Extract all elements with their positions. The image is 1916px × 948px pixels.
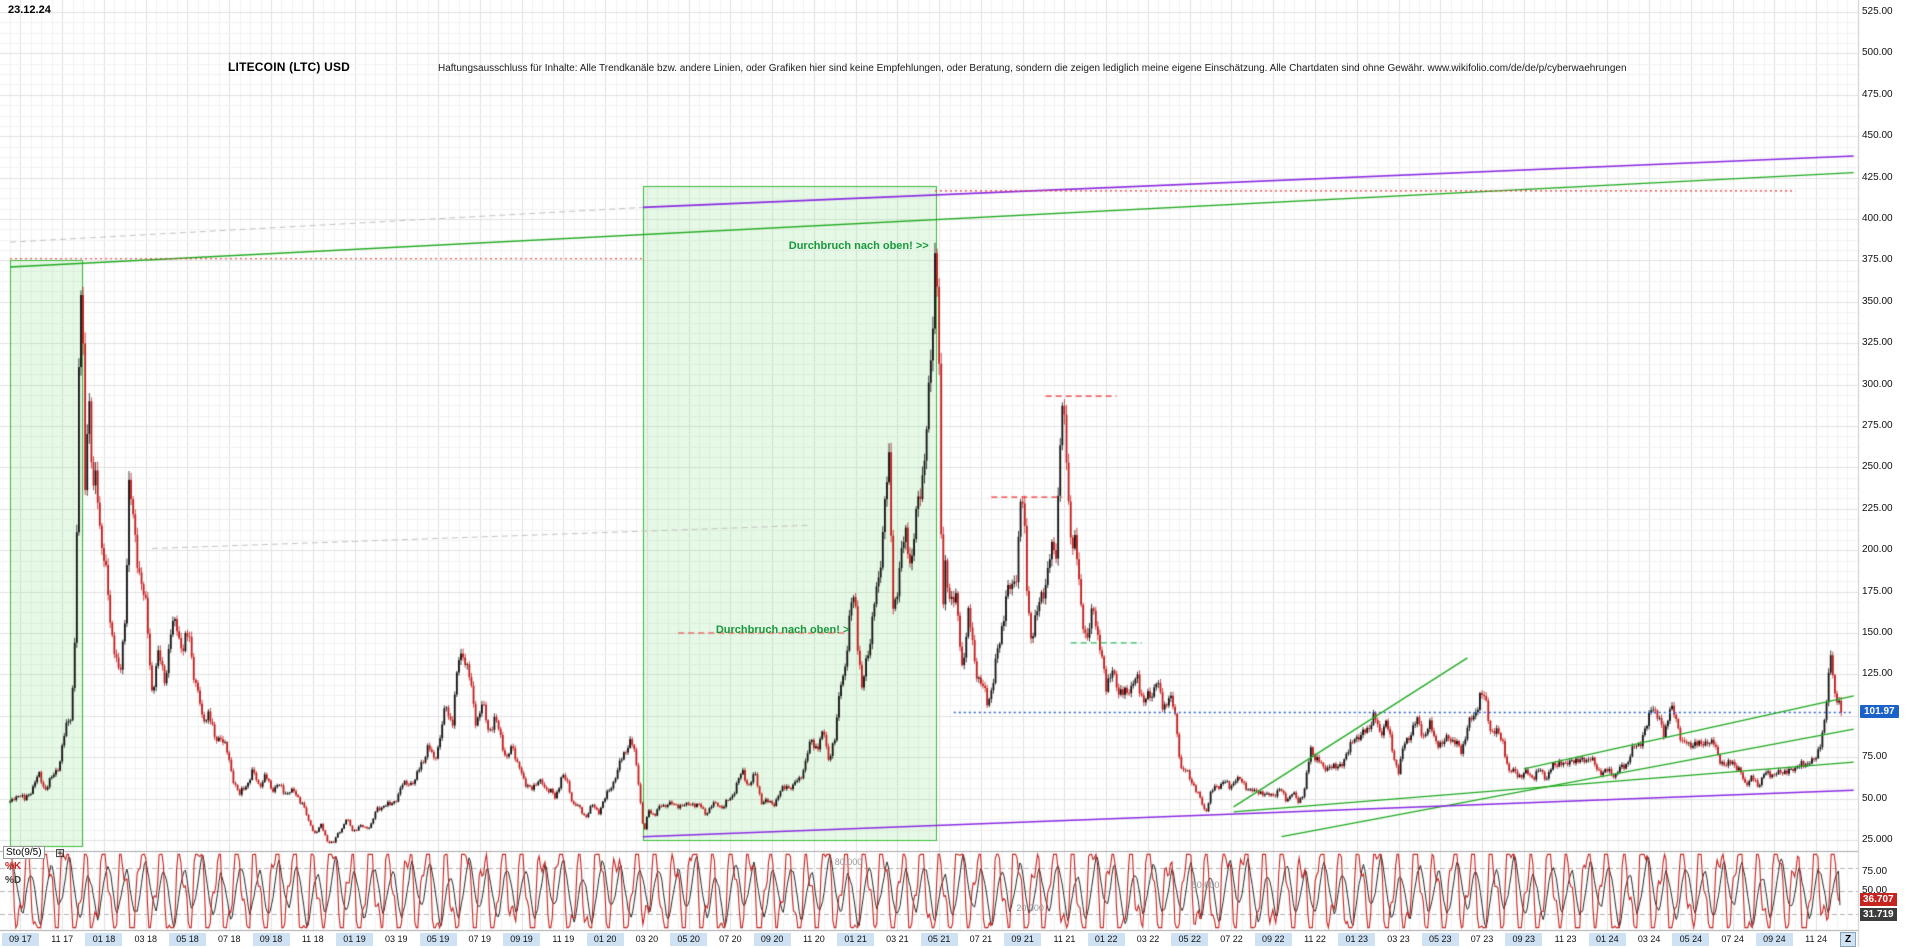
- time-axis-label: 05 19: [419, 933, 457, 946]
- time-axis-label: 07 24: [1721, 934, 1744, 944]
- time-axis-label: 01 22: [1087, 933, 1125, 946]
- price-axis-tick: 200.00: [1862, 544, 1893, 556]
- time-axis-label: 07 21: [969, 934, 993, 944]
- zoom-button[interactable]: Z: [1840, 932, 1857, 947]
- indicator-add-icon[interactable]: ⊞: [55, 846, 66, 860]
- time-axis-label: 09 24: [1755, 933, 1793, 946]
- price-axis-tick: 250.00: [1862, 461, 1893, 473]
- time-axis-label: 07 18: [217, 934, 241, 944]
- time-axis-label: 03 18: [134, 934, 157, 944]
- price-axis-tick: 225.00: [1862, 502, 1893, 514]
- stochastic-d-value: 31.719: [1860, 908, 1897, 921]
- time-axis-label: 09 17: [1, 933, 39, 946]
- time-axis-label: 01 21: [837, 933, 875, 946]
- stochastic-level-label: 20.000: [1016, 903, 1044, 914]
- time-axis-label: 11 23: [1554, 934, 1577, 944]
- current-date-label: 23.12.24: [8, 4, 51, 16]
- time-axis-label: 11 22: [1304, 934, 1326, 944]
- time-axis-label: 01 24: [1588, 933, 1626, 946]
- time-axis-label: 11 17: [51, 934, 74, 944]
- time-axis-label: 01 20: [586, 933, 624, 946]
- stochastic-k-label: %K: [5, 861, 22, 872]
- time-axis-label: 07 22: [1220, 934, 1243, 944]
- time-axis-label: 11 19: [552, 934, 575, 944]
- time-axis-label: 03 23: [1387, 934, 1410, 944]
- price-axis-tick: 275.00: [1862, 420, 1893, 431]
- price-axis-tick: 175.00: [1862, 585, 1893, 597]
- time-axis-label: 03 20: [635, 934, 659, 944]
- stochastic-level-label: 50.000: [1191, 880, 1220, 890]
- time-axis-label: 05 18: [168, 933, 206, 946]
- time-axis-label: 03 19: [385, 934, 408, 944]
- breakout-annotation-lower[interactable]: Durchbruch nach oben! >: [715, 624, 850, 637]
- stochastic-axis-label: 50.00: [1862, 885, 1888, 896]
- price-axis-tick: 350.00: [1862, 295, 1893, 307]
- stochastic-indicator-label[interactable]: Sto(9/5): [3, 846, 45, 859]
- price-axis-tick: 400.00: [1862, 213, 1893, 224]
- time-axis-label: 11 20: [802, 934, 825, 944]
- price-axis-tick: 325.00: [1862, 337, 1893, 349]
- price-axis-tick: 150.00: [1862, 627, 1893, 638]
- time-axis-label: 05 23: [1421, 933, 1459, 946]
- time-axis-label: 03 24: [1637, 934, 1661, 944]
- time-axis-label: 11 21: [1053, 934, 1076, 944]
- time-axis-label: 09 22: [1254, 933, 1292, 946]
- time-axis-label: 09 20: [753, 933, 791, 946]
- time-axis-label: 09 23: [1505, 933, 1543, 946]
- price-axis-tick: 525.00: [1862, 6, 1893, 17]
- price-axis-tick: 75.00: [1862, 751, 1888, 763]
- time-axis-label: 05 24: [1672, 933, 1710, 946]
- chart-title: LITECOIN (LTC) USD: [228, 60, 351, 74]
- price-axis-tick: 475.00: [1862, 88, 1893, 100]
- stochastic-level-label: 80.000: [834, 856, 863, 867]
- time-axis-label: 07 20: [719, 934, 742, 944]
- time-axis-label: 01 18: [85, 933, 123, 946]
- disclaimer-text: Haftungsausschluss für Inhalte: Alle Tre…: [438, 63, 1627, 74]
- time-axis-label: 01 23: [1338, 933, 1376, 946]
- time-axis-label: 09 18: [252, 933, 290, 946]
- time-axis-label: 03 22: [1136, 934, 1160, 944]
- time-axis-label: 09 19: [503, 933, 541, 946]
- price-axis-tick: 500.00: [1862, 47, 1893, 59]
- time-axis-label: 01 19: [336, 933, 374, 946]
- stochastic-axis-label: 75.00: [1862, 865, 1888, 877]
- time-axis-label: 03 21: [886, 934, 909, 944]
- price-axis-tick: 25.000: [1862, 834, 1893, 845]
- time-axis-label: 11 18: [301, 934, 324, 944]
- price-axis-tick: 450.00: [1862, 130, 1893, 142]
- price-axis-tick: 50.00: [1862, 792, 1888, 804]
- price-axis-tick: 425.00: [1862, 171, 1893, 183]
- time-axis-label: 09 21: [1004, 933, 1042, 946]
- price-axis-tick: 125.00: [1862, 668, 1893, 680]
- last-price-label: 101.97: [1860, 704, 1899, 718]
- stochastic-d-label: %D: [5, 875, 22, 886]
- price-axis-tick: 300.00: [1862, 378, 1893, 390]
- price-axis-tick: 375.00: [1862, 254, 1893, 266]
- time-axis-label: 05 22: [1171, 933, 1209, 946]
- time-axis-label: 07 19: [468, 934, 492, 944]
- time-axis-label: 11 24: [1805, 934, 1828, 944]
- stochastic-k-value: 36.707: [1860, 893, 1897, 906]
- time-axis-label: 05 21: [920, 933, 958, 946]
- time-axis-label: 05 20: [670, 933, 708, 946]
- time-axis-label: 07 23: [1470, 934, 1494, 944]
- breakout-annotation-upper[interactable]: Durchbruch nach oben! >>: [788, 240, 929, 253]
